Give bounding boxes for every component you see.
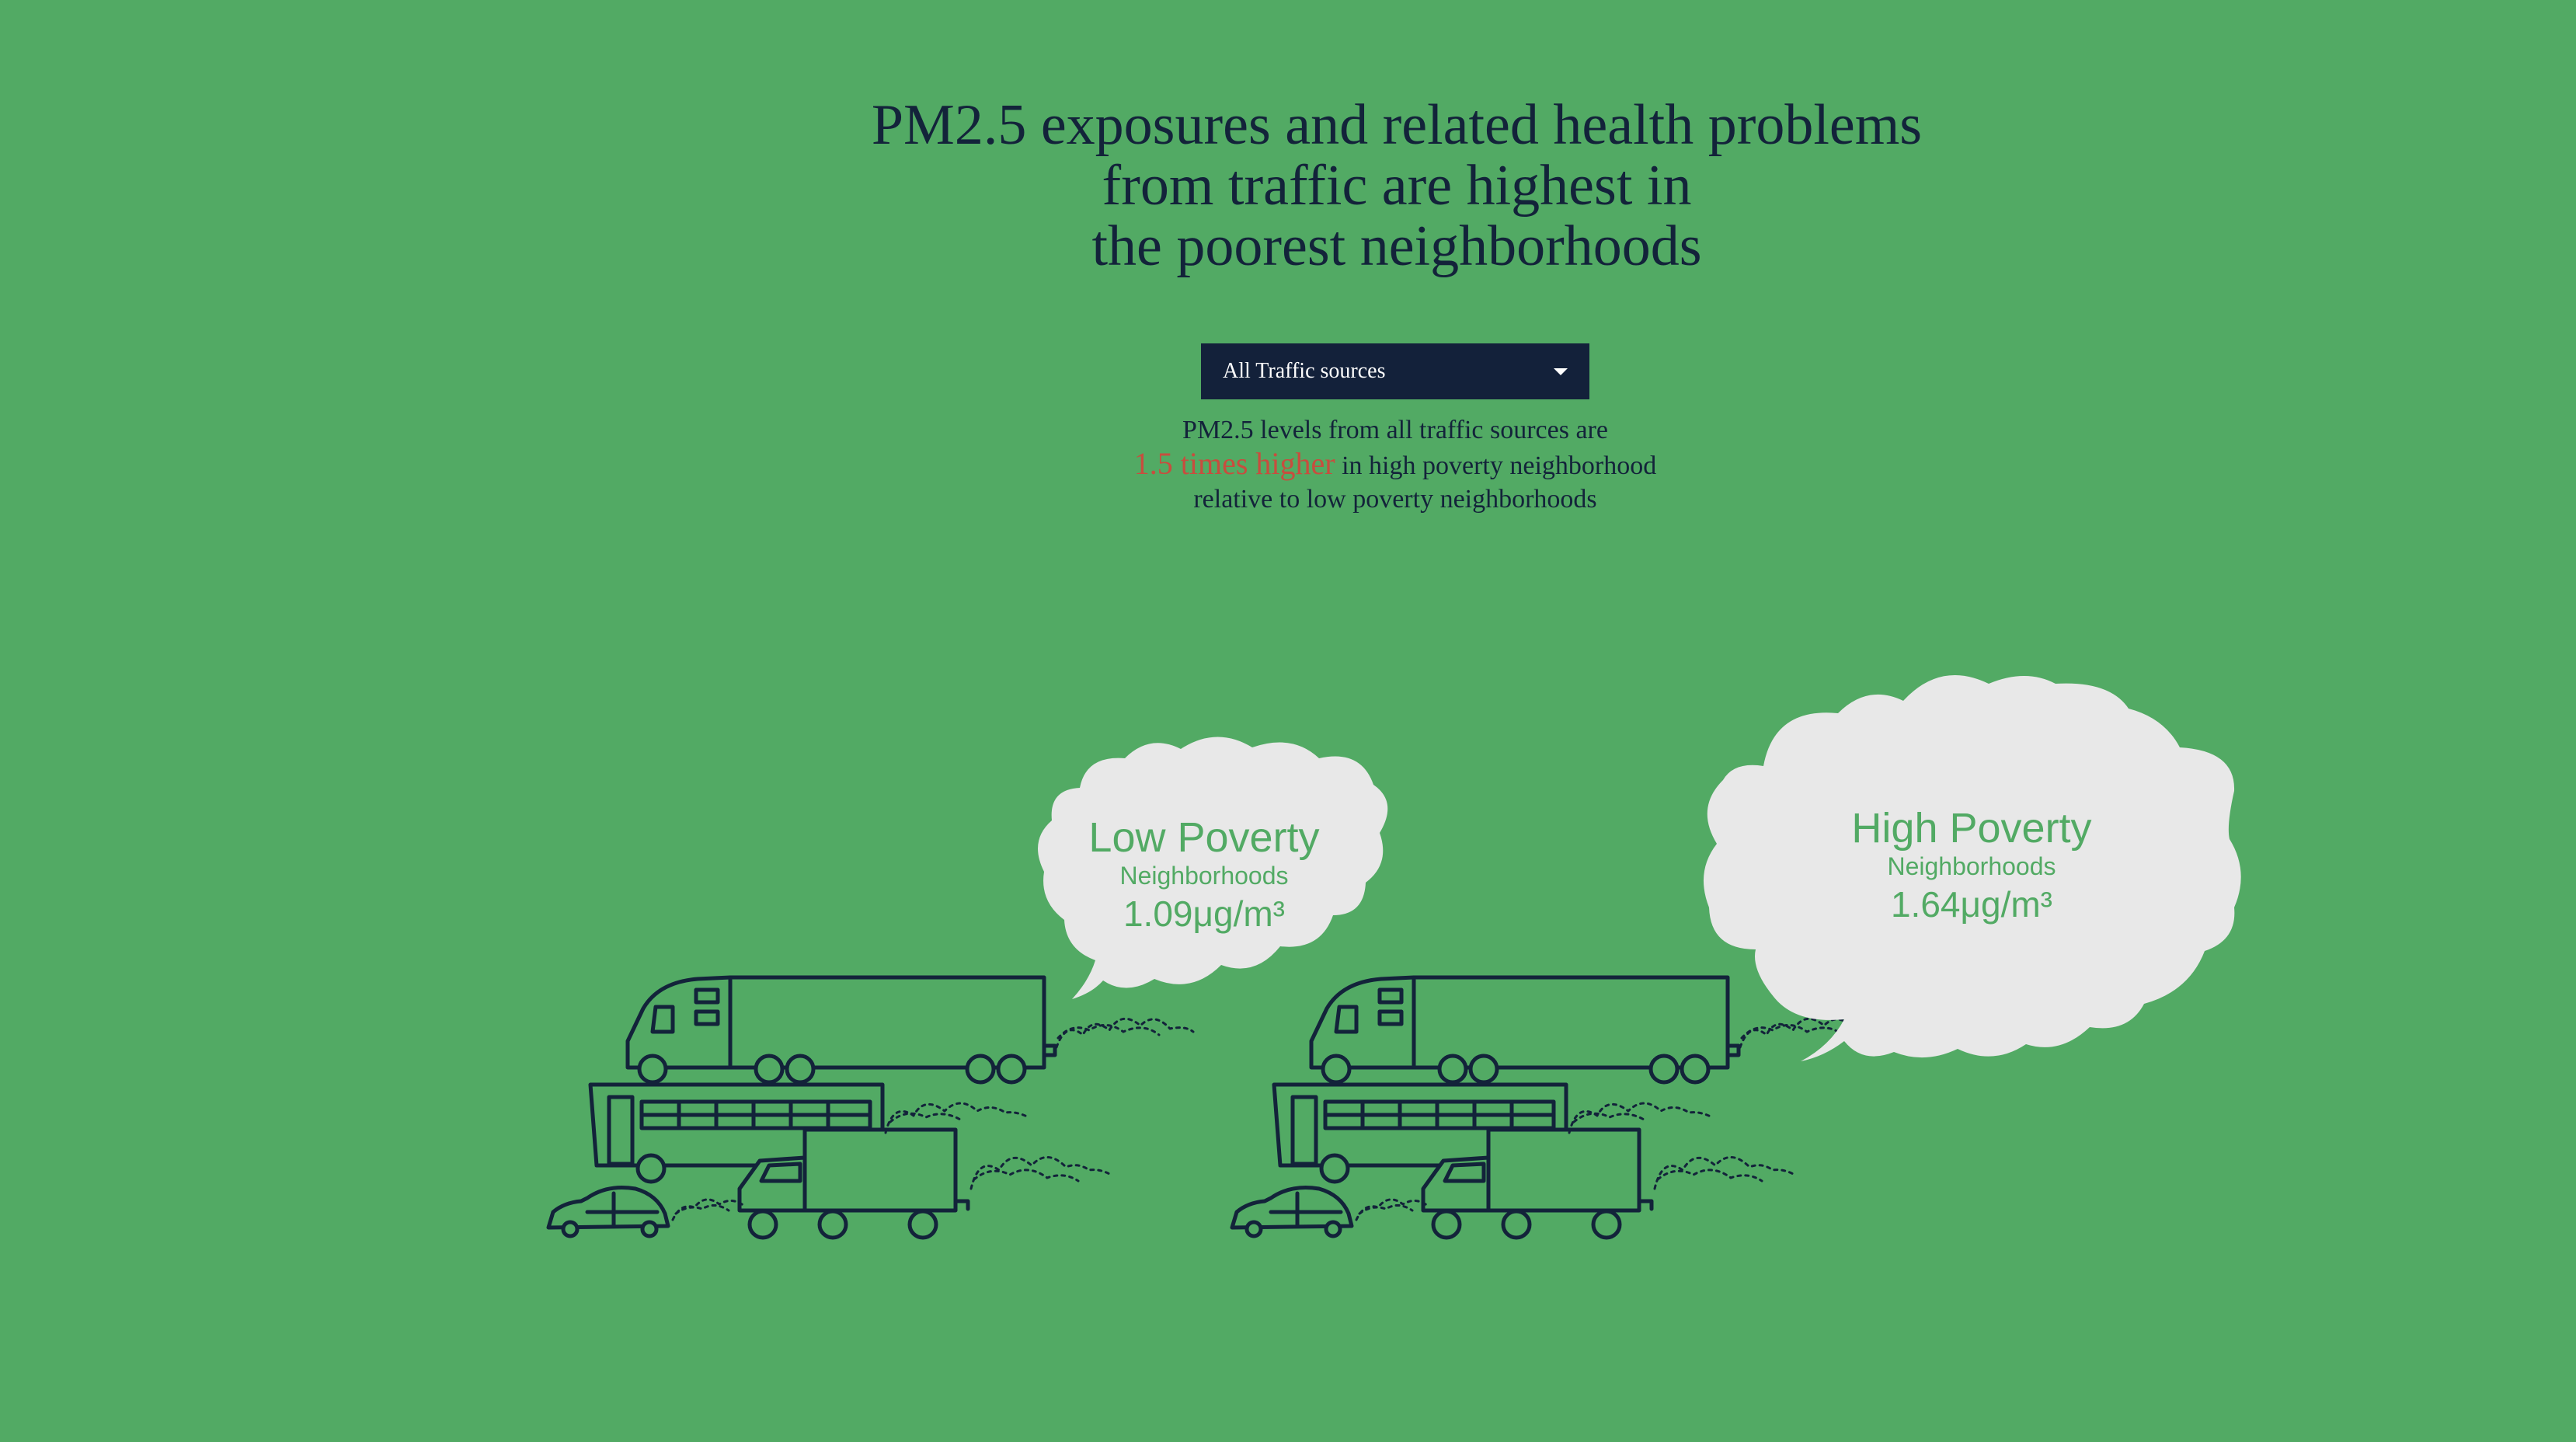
high-poverty-title: High Poverty: [1851, 805, 2092, 852]
high-poverty-cloud: [1703, 675, 2241, 1061]
traffic-source-dropdown[interactable]: All Traffic sources: [1201, 343, 1589, 399]
title-line-1: PM2.5 exposures and related health probl…: [871, 93, 1923, 157]
summary-text: PM2.5 levels from all traffic sources ar…: [1007, 413, 1784, 516]
low-poverty-traffic-group: [548, 977, 1193, 1238]
high-poverty-value: 1.64μg/m³: [1890, 884, 2053, 925]
summary-line-2: 1.5 times higher in high poverty neighbo…: [1007, 447, 1784, 482]
low-poverty-title: Low Poverty: [1088, 814, 1320, 861]
summary-line-3: relative to low poverty neighborhoods: [1193, 485, 1597, 514]
caret-down-icon: [1554, 368, 1568, 375]
summary-line-1: PM2.5 levels from all traffic sources ar…: [1182, 416, 1608, 444]
low-poverty-cloud: [1038, 737, 1388, 999]
dropdown-selected-label: All Traffic sources: [1223, 359, 1386, 383]
summary-line-2-rest: in high poverty neighborhood: [1335, 451, 1657, 480]
high-poverty-subtitle: Neighborhoods: [1887, 852, 2056, 880]
high-poverty-label: High Poverty Neighborhoods 1.64μg/m³: [1816, 805, 2127, 928]
title-line-2: from traffic are highest in: [1102, 154, 1692, 218]
low-poverty-value: 1.09μg/m³: [1123, 893, 1286, 934]
highlight-ratio: 1.5 times higher: [1133, 446, 1335, 481]
high-poverty-traffic-group: [1232, 977, 1877, 1238]
low-poverty-label: Low Poverty Neighborhoods 1.09μg/m³: [1049, 814, 1359, 937]
page-title: PM2.5 exposures and related health probl…: [783, 95, 2010, 277]
title-line-3: the poorest neighborhoods: [1091, 214, 1702, 278]
low-poverty-subtitle: Neighborhoods: [1119, 862, 1289, 890]
